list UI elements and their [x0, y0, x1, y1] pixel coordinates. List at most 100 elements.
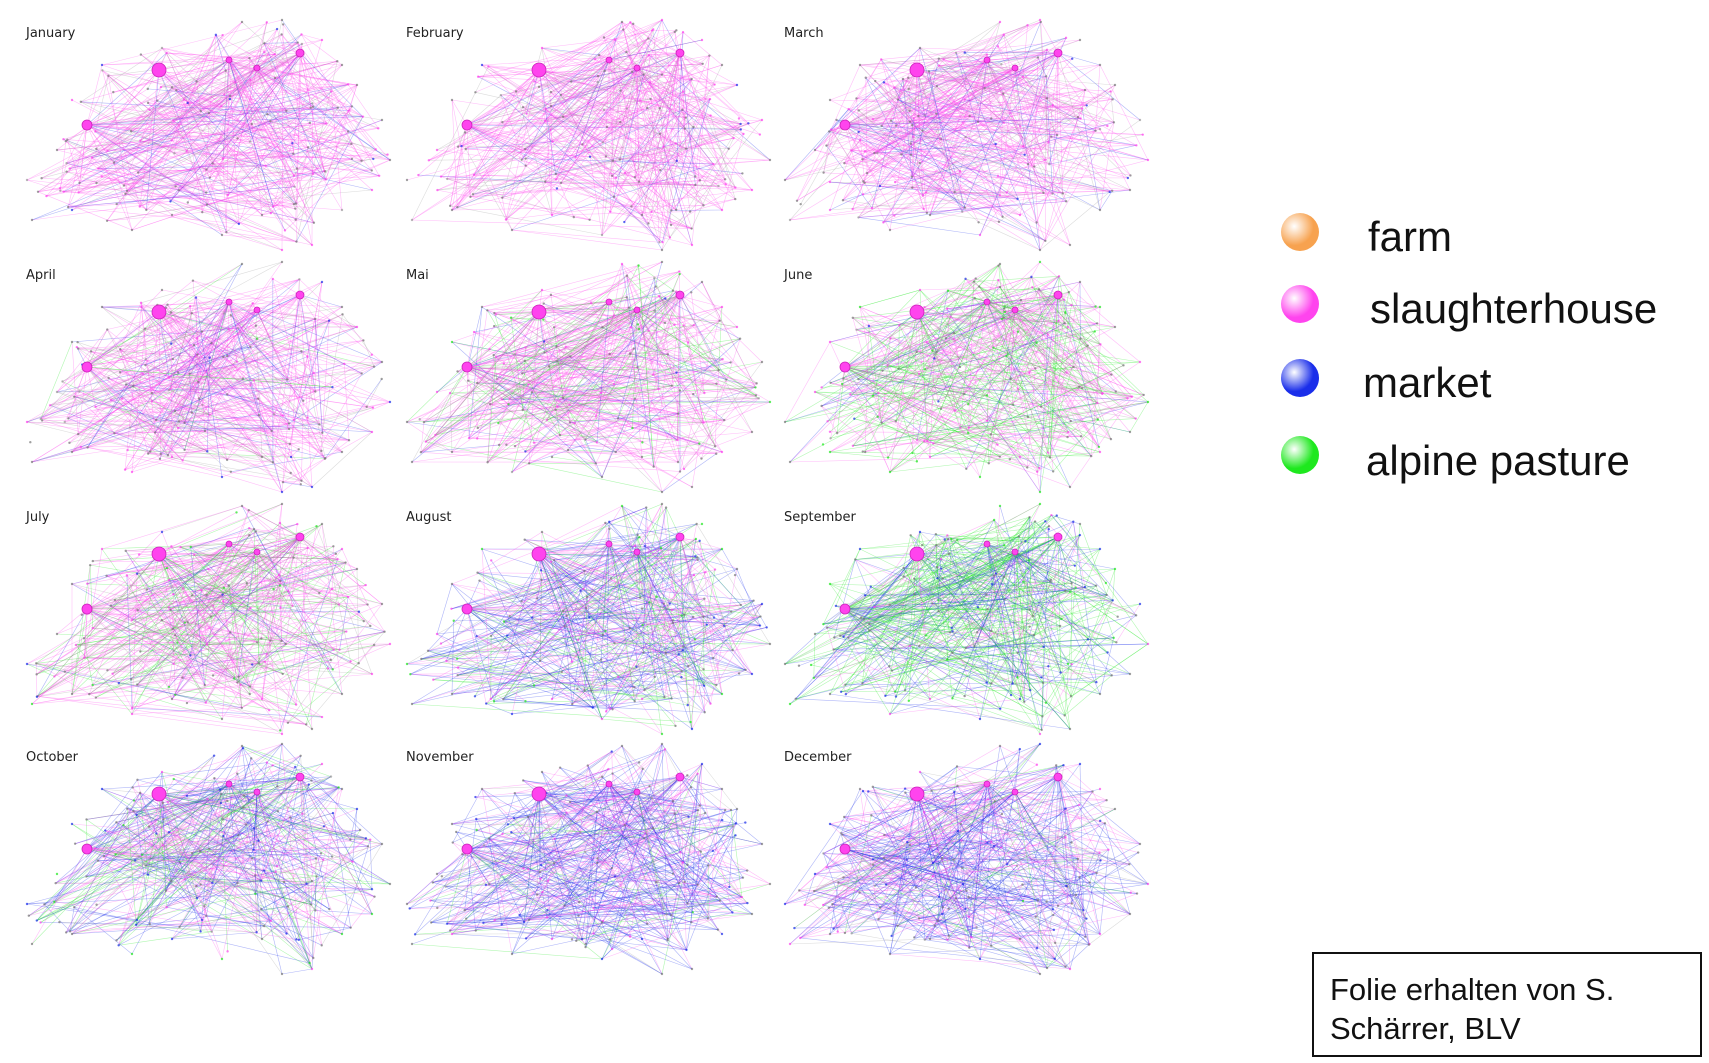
- slaughterhouse-node: [983, 56, 991, 64]
- network-graph: [405, 502, 772, 736]
- nodes: [25, 502, 392, 736]
- network-map-january: January: [12, 10, 402, 260]
- slaughterhouse-node: [151, 546, 167, 562]
- slaughterhouse-node: [81, 843, 93, 855]
- slaughterhouse-node: [1011, 306, 1019, 314]
- slaughterhouse-node: [1053, 48, 1063, 58]
- slaughterhouse-node: [531, 546, 547, 562]
- slaughterhouse-node: [605, 780, 613, 788]
- legend-label-farm: farm: [1368, 213, 1452, 260]
- nodes: [25, 260, 392, 494]
- slaughterhouse-node: [633, 548, 641, 556]
- slaughterhouse-node: [461, 843, 473, 855]
- network-graph: [783, 18, 1150, 252]
- slaughterhouse-node: [225, 540, 233, 548]
- slaughterhouse-node: [909, 546, 925, 562]
- slaughterhouse-node: [461, 361, 473, 373]
- network-graph: [25, 502, 392, 736]
- slaughterhouse-node: [253, 788, 261, 796]
- edges: [406, 19, 771, 251]
- network-map-december: December: [770, 734, 1160, 984]
- slaughterhouse-node: [1011, 64, 1019, 72]
- month-label: March: [784, 26, 824, 41]
- network-graph: [25, 260, 392, 494]
- slaughterhouse-node: [295, 772, 305, 782]
- slaughterhouse-node: [1053, 290, 1063, 300]
- slaughterhouse-node: [605, 540, 613, 548]
- slaughterhouse-node: [531, 786, 547, 802]
- slaughterhouse-node: [605, 298, 613, 306]
- legend-label-slaughterhouse: slaughterhouse: [1370, 285, 1658, 332]
- month-label: January: [26, 26, 76, 41]
- month-label: September: [784, 510, 856, 525]
- network-graph: [405, 260, 772, 494]
- month-label: November: [406, 750, 474, 765]
- nodes: [783, 260, 1150, 494]
- slaughterhouse-node: [531, 62, 547, 78]
- slaughterhouse-node: [983, 298, 991, 306]
- slaughterhouse-node: [633, 306, 641, 314]
- farm-marker-icon: [1281, 213, 1319, 251]
- network-graph: [405, 742, 772, 976]
- slaughterhouse-node: [253, 548, 261, 556]
- nodes: [405, 742, 772, 976]
- slaughterhouse-node: [839, 119, 851, 131]
- credit-box: Folie erhalten von S. Schärrer, BLV: [1312, 952, 1702, 1057]
- slaughterhouse-node: [1053, 772, 1063, 782]
- edges: [784, 19, 1149, 251]
- slaughterhouse-node: [1011, 788, 1019, 796]
- slaughterhouse-node: [675, 48, 685, 58]
- network-map-september: September: [770, 494, 1160, 744]
- network-graph: [783, 742, 1150, 976]
- edges: [406, 503, 771, 735]
- slaughterhouse-node: [81, 119, 93, 131]
- network-map-july: July: [12, 494, 402, 744]
- slaughterhouse-node: [151, 62, 167, 78]
- slaughterhouse-node: [253, 64, 261, 72]
- edges: [406, 261, 771, 493]
- edges: [26, 743, 391, 975]
- credit-line-1: Folie erhalten von S.: [1330, 972, 1615, 1007]
- slaughterhouse-node: [461, 603, 473, 615]
- network-map-april: April: [12, 252, 402, 502]
- nodes: [405, 18, 772, 252]
- slaughterhouse-node: [605, 56, 613, 64]
- slaughterhouse-node: [295, 290, 305, 300]
- credit-line-2: Schärrer, BLV: [1330, 1011, 1521, 1046]
- nodes: [405, 502, 772, 736]
- nodes: [25, 742, 392, 976]
- slaughterhouse-node: [461, 119, 473, 131]
- edges: [784, 261, 1149, 493]
- nodes: [783, 502, 1150, 736]
- slaughterhouse-node: [633, 64, 641, 72]
- slaughterhouse-node: [151, 304, 167, 320]
- network-graph: [25, 18, 392, 252]
- month-label: July: [26, 510, 50, 525]
- month-label: October: [26, 750, 79, 765]
- slaughterhouse-node: [839, 361, 851, 373]
- slaughterhouse-node: [675, 532, 685, 542]
- network-map-february: February: [392, 10, 782, 260]
- network-graph: [25, 742, 392, 976]
- slaughterhouse-node: [531, 304, 547, 320]
- edges: [26, 261, 391, 493]
- network-map-november: November: [392, 734, 782, 984]
- edges: [26, 503, 391, 735]
- month-label: June: [784, 268, 813, 283]
- nodes: [783, 742, 1150, 976]
- slaughterhouse-node: [151, 786, 167, 802]
- network-map-march: March: [770, 10, 1160, 260]
- slaughterhouse-node: [839, 603, 851, 615]
- slaughterhouse-node: [225, 298, 233, 306]
- market-marker-icon: [1281, 359, 1319, 397]
- alpine-pasture-marker-icon: [1281, 436, 1319, 474]
- month-label: Mai: [406, 268, 429, 283]
- network-map-october: October: [12, 734, 402, 984]
- edges: [784, 503, 1149, 735]
- month-label: August: [406, 510, 452, 525]
- slaughterhouse-node: [675, 290, 685, 300]
- slaughterhouse-node: [225, 56, 233, 64]
- legend-label-alpine-pasture: alpine pasture: [1366, 437, 1630, 484]
- slaughterhouse-node: [295, 48, 305, 58]
- slaughterhouse-node: [81, 361, 93, 373]
